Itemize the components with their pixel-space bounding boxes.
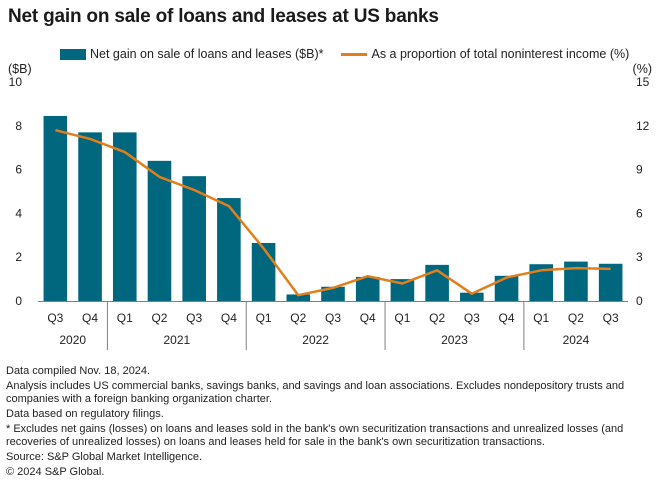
- bar-3: [147, 160, 172, 301]
- category-label: Q1: [394, 311, 410, 325]
- left-tick-label: 0: [15, 294, 22, 308]
- category-label: Q3: [325, 311, 341, 325]
- legend-line-label: As a proportion of total noninterest inc…: [371, 47, 630, 61]
- bar-9: [355, 276, 380, 301]
- footnotes: Data compiled Nov. 18, 2024. Analysis in…: [6, 365, 656, 481]
- right-tick-label: 15: [636, 75, 650, 89]
- category-label: Q4: [499, 311, 515, 325]
- bar-12: [460, 292, 484, 301]
- legend-line-swatch: [341, 52, 368, 56]
- legend-bar-swatch: [60, 48, 86, 60]
- note-scope: Analysis includes US commercial banks, s…: [6, 380, 625, 405]
- left-tick-label: 2: [15, 250, 22, 264]
- right-tick-label: 6: [636, 206, 643, 220]
- bar-0: [43, 115, 68, 301]
- note-filings: Data based on regulatory filings.: [6, 408, 164, 420]
- year-label-2023: 2023: [441, 333, 468, 347]
- legend-item-bars: Net gain on sale of loans and leases ($B…: [60, 47, 323, 61]
- category-label: Q1: [117, 311, 133, 325]
- category-label: Q3: [186, 311, 202, 325]
- bar-2: [112, 132, 137, 301]
- chart-title: Net gain on sale of loans and leases at …: [8, 6, 439, 27]
- bar-1: [78, 132, 102, 301]
- category-label: Q4: [82, 311, 98, 325]
- right-axis-unit: (%): [632, 62, 652, 76]
- category-label: Q2: [290, 311, 306, 325]
- year-label-2022: 2022: [302, 333, 329, 347]
- right-tick-label: 0: [636, 294, 643, 308]
- category-label: Q1: [533, 311, 549, 325]
- category-label: Q2: [429, 311, 445, 325]
- year-label-2024: 2024: [563, 333, 590, 347]
- left-tick-label: 8: [15, 119, 22, 133]
- category-label: Q1: [256, 311, 272, 325]
- note-source: Source: S&P Global Market Intelligence.: [6, 451, 203, 463]
- bar-15: [564, 261, 588, 301]
- note-date: Data compiled Nov. 18, 2024.: [6, 365, 151, 377]
- line-series-noninterest-share: [55, 128, 611, 297]
- category-label: Q3: [47, 311, 63, 325]
- right-tick-label: 3: [636, 250, 643, 264]
- right-tick-label: 9: [636, 163, 643, 177]
- legend-bar-label: Net gain on sale of loans and leases ($B…: [90, 47, 324, 61]
- bar-14: [529, 264, 554, 301]
- legend-item-line: As a proportion of total noninterest inc…: [341, 47, 629, 61]
- note-copyright: © 2024 S&P Global.: [6, 466, 105, 478]
- legend: Net gain on sale of loans and leases ($B…: [60, 47, 629, 61]
- year-label-2021: 2021: [163, 333, 190, 347]
- category-label: Q4: [221, 311, 237, 325]
- bar-4: [182, 176, 206, 301]
- category-label: Q3: [603, 311, 619, 325]
- left-tick-label: 4: [15, 206, 22, 220]
- left-axis-unit: ($B): [8, 62, 32, 76]
- bar-10: [390, 279, 415, 301]
- category-label: Q2: [151, 311, 167, 325]
- bar-6: [251, 242, 276, 301]
- left-tick-label: 6: [15, 163, 22, 177]
- left-tick-label: 10: [9, 75, 23, 89]
- bar-7: [286, 294, 311, 301]
- bar-13: [494, 275, 519, 301]
- year-label-2020: 2020: [59, 333, 86, 347]
- category-label: Q4: [360, 311, 376, 325]
- category-label: Q3: [464, 311, 480, 325]
- note-exclusions: * Excludes net gains (losses) on loans a…: [6, 423, 624, 448]
- chart-area: 0 2 4 6 8 10 0 3 6 9 12 15 Q3 Q4 Q1 Q2 Q3 Q4 Q1 Q2 Q3 Q4 Q1 Q2 Q…: [9, 75, 650, 350]
- bar-5: [217, 198, 241, 301]
- category-label: Q2: [568, 311, 584, 325]
- right-tick-label: 12: [636, 119, 650, 133]
- bar-16: [598, 263, 623, 301]
